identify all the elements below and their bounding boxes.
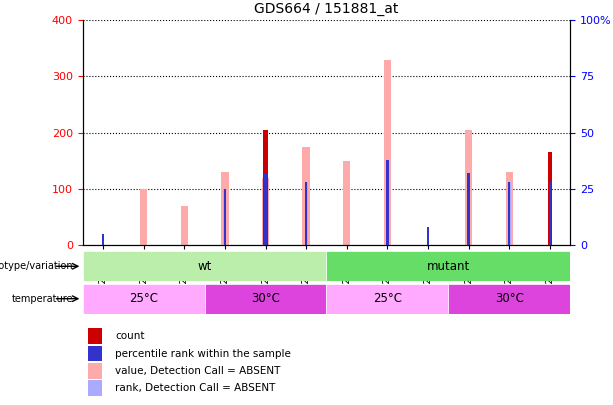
Title: GDS664 / 151881_at: GDS664 / 151881_at xyxy=(254,2,398,17)
Text: 30°C: 30°C xyxy=(495,292,524,305)
Bar xyxy=(302,147,310,245)
Text: genotype/variation: genotype/variation xyxy=(0,261,73,271)
Bar xyxy=(262,177,269,245)
Bar xyxy=(386,160,389,245)
Bar xyxy=(88,328,102,344)
Bar xyxy=(467,173,470,245)
Bar xyxy=(384,60,391,245)
Bar xyxy=(83,284,205,314)
Bar xyxy=(205,284,327,314)
Bar xyxy=(548,152,552,245)
Text: value, Detection Call = ABSENT: value, Detection Call = ABSENT xyxy=(115,366,281,376)
Bar xyxy=(264,173,267,245)
Bar xyxy=(224,189,226,245)
Bar xyxy=(88,363,102,379)
Text: mutant: mutant xyxy=(427,260,470,273)
Text: 25°C: 25°C xyxy=(129,292,158,305)
Bar xyxy=(427,227,429,245)
Bar xyxy=(386,160,389,245)
Bar xyxy=(448,284,570,314)
Text: 25°C: 25°C xyxy=(373,292,402,305)
Bar xyxy=(467,173,470,245)
Bar xyxy=(88,346,102,361)
Bar xyxy=(305,182,308,245)
Bar xyxy=(221,172,229,245)
Text: percentile rank within the sample: percentile rank within the sample xyxy=(115,349,291,358)
Text: wt: wt xyxy=(197,260,211,273)
Text: 30°C: 30°C xyxy=(251,292,280,305)
Bar xyxy=(88,380,102,396)
Text: count: count xyxy=(115,331,145,341)
Bar xyxy=(427,227,429,245)
Bar xyxy=(140,189,147,245)
Text: rank, Detection Call = ABSENT: rank, Detection Call = ABSENT xyxy=(115,383,276,393)
Bar xyxy=(508,182,511,245)
Bar xyxy=(465,130,472,245)
Text: temperature: temperature xyxy=(12,294,73,304)
Bar xyxy=(327,284,448,314)
Bar xyxy=(506,172,513,245)
Bar xyxy=(83,251,327,281)
Bar xyxy=(305,182,307,245)
Bar xyxy=(343,161,351,245)
Bar xyxy=(102,234,104,245)
Bar xyxy=(508,182,511,245)
Bar xyxy=(224,189,226,245)
Bar xyxy=(549,182,551,245)
Bar xyxy=(327,251,570,281)
Bar xyxy=(264,130,267,245)
Bar xyxy=(102,234,104,245)
Bar xyxy=(181,206,188,245)
